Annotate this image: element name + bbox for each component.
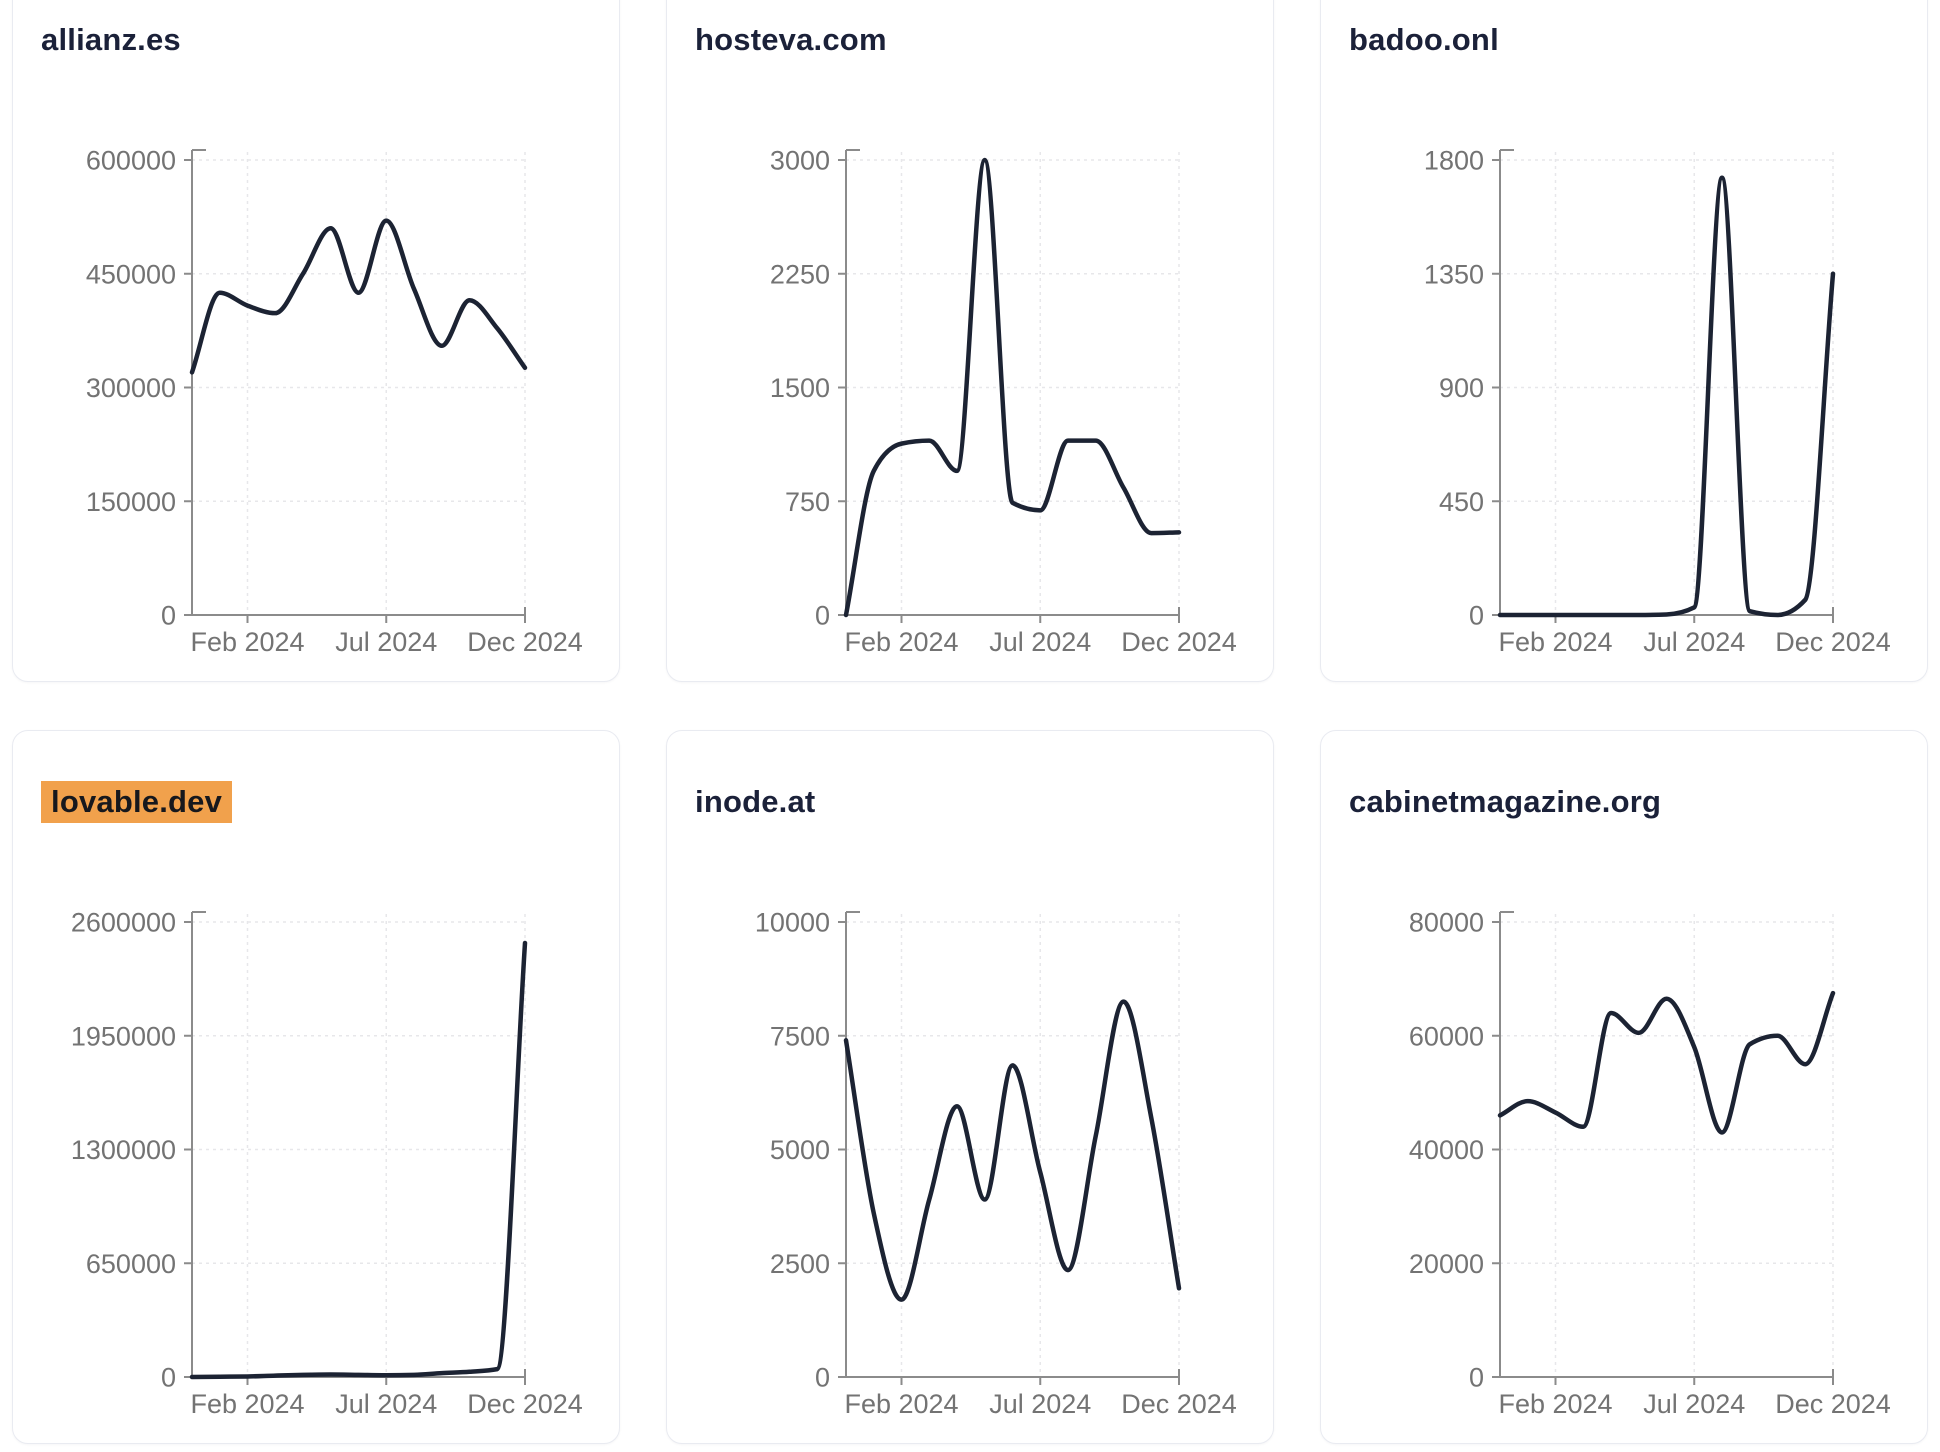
x-tick-label: Dec 2024 <box>1775 1389 1891 1419</box>
data-line <box>1497 991 1836 1136</box>
y-tick-label: 900 <box>1439 373 1484 403</box>
y-tick-label: 1950000 <box>71 1022 176 1052</box>
y-tick-label: 150000 <box>86 487 176 517</box>
chart-title: hosteva.com <box>667 0 1273 85</box>
x-tick-label: Jul 2024 <box>989 1389 1091 1419</box>
x-tick-label: Feb 2024 <box>190 627 304 657</box>
y-tick-label: 2250 <box>770 260 830 290</box>
chart-card: hosteva.com 0 750 1500 2250 3000 Feb 2024 Jul … <box>666 0 1274 682</box>
domain-label: cabinetmagazine.org <box>1349 783 1662 819</box>
y-tick-label: 1300000 <box>71 1135 176 1165</box>
y-tick-label: 450000 <box>86 260 176 290</box>
y-tick-label: 0 <box>161 601 176 631</box>
y-tick-label: 0 <box>161 1363 176 1393</box>
line-chart: 0 2500 5000 7500 10000 Feb 2024 Jul 2024 Dec 20… <box>755 908 1237 1420</box>
x-tick-label: Jul 2024 <box>335 1389 437 1419</box>
chart-title: allianz.es <box>13 0 619 85</box>
line-chart: 0 750 1500 2250 3000 Feb 2024 Jul 2024 Dec 2024 <box>770 146 1237 658</box>
x-tick-label: Dec 2024 <box>1121 627 1237 657</box>
x-tick-label: Dec 2024 <box>467 627 583 657</box>
y-tick-label: 2600000 <box>71 908 176 938</box>
x-tick-label: Feb 2024 <box>844 627 958 657</box>
data-line <box>189 218 528 376</box>
y-tick-label: 0 <box>815 1363 830 1393</box>
y-tick-label: 750 <box>785 487 830 517</box>
chart-title: badoo.onl <box>1321 0 1927 85</box>
y-tick-label: 80000 <box>1409 908 1484 938</box>
y-tick-label: 20000 <box>1409 1249 1484 1279</box>
y-tick-label: 3000 <box>770 146 830 176</box>
line-chart: 0 150000 300000 450000 600000 Feb 2024 Jul 202… <box>86 146 583 658</box>
y-tick-label: 7500 <box>770 1022 830 1052</box>
chart-card: inode.at 0 2500 5000 7500 10000 Feb 2024 Jul 2… <box>666 730 1274 1444</box>
data-line <box>189 941 528 1380</box>
x-tick-label: Feb 2024 <box>190 1389 304 1419</box>
chart-title: inode.at <box>667 757 1273 847</box>
chart-card: lovable.dev 0 650000 1300000 1950000 2600000… <box>12 730 620 1444</box>
x-tick-label: Jul 2024 <box>989 627 1091 657</box>
line-chart: 0 20000 40000 60000 80000 Feb 2024 Jul 2024 Dec… <box>1409 908 1891 1420</box>
y-tick-label: 1350 <box>1424 260 1484 290</box>
y-tick-label: 1800 <box>1424 146 1484 176</box>
y-tick-label: 600000 <box>86 146 176 176</box>
data-line <box>843 158 1182 618</box>
chart-card: allianz.es 0 150000 300000 450000 600000 Feb … <box>12 0 620 682</box>
line-chart: 0 450 900 1350 1800 Feb 2024 Jul 2024 Dec 2024 <box>1424 146 1891 658</box>
y-tick-label: 450 <box>1439 487 1484 517</box>
x-tick-label: Feb 2024 <box>1498 627 1612 657</box>
y-tick-label: 2500 <box>770 1249 830 1279</box>
x-tick-label: Jul 2024 <box>1643 1389 1745 1419</box>
domain-label: badoo.onl <box>1349 21 1499 57</box>
x-tick-label: Feb 2024 <box>844 1389 958 1419</box>
x-tick-label: Dec 2024 <box>1121 1389 1237 1419</box>
y-tick-label: 300000 <box>86 373 176 403</box>
y-tick-label: 60000 <box>1409 1022 1484 1052</box>
domain-label: hosteva.com <box>695 21 887 57</box>
x-tick-label: Feb 2024 <box>1498 1389 1612 1419</box>
y-tick-label: 40000 <box>1409 1135 1484 1165</box>
x-tick-label: Jul 2024 <box>335 627 437 657</box>
y-tick-label: 0 <box>815 601 830 631</box>
chart-card: badoo.onl 0 450 900 1350 1800 Feb 2024 Jul 202… <box>1320 0 1928 682</box>
y-tick-label: 0 <box>1469 1363 1484 1393</box>
y-tick-label: 10000 <box>755 908 830 938</box>
domain-label: inode.at <box>695 783 816 819</box>
y-tick-label: 1500 <box>770 373 830 403</box>
y-tick-label: 0 <box>1469 601 1484 631</box>
data-line <box>843 999 1182 1303</box>
domain-label: lovable.dev <box>41 780 233 823</box>
chart-card: cabinetmagazine.org 0 20000 40000 60000 8000… <box>1320 730 1928 1444</box>
chart-title: cabinetmagazine.org <box>1321 757 1927 847</box>
line-chart: 0 650000 1300000 1950000 2600000 Feb 2024 Jul … <box>71 908 583 1420</box>
y-tick-label: 650000 <box>86 1249 176 1279</box>
x-tick-label: Dec 2024 <box>467 1389 583 1419</box>
x-tick-label: Jul 2024 <box>1643 627 1745 657</box>
y-tick-label: 5000 <box>770 1135 830 1165</box>
domain-label: allianz.es <box>41 21 181 57</box>
data-line <box>1497 175 1836 618</box>
chart-title: lovable.dev <box>13 757 619 847</box>
x-tick-label: Dec 2024 <box>1775 627 1891 657</box>
